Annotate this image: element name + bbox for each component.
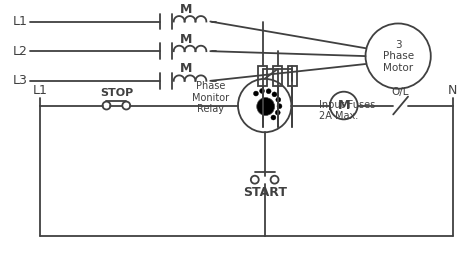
Text: N: N (448, 84, 457, 97)
Text: Phase
Monitor
Relay: Phase Monitor Relay (192, 81, 229, 114)
Circle shape (277, 104, 282, 109)
Text: L1: L1 (13, 15, 27, 28)
Circle shape (272, 92, 277, 97)
Text: M: M (180, 33, 192, 46)
Bar (288, 66, 297, 86)
Text: STOP: STOP (100, 88, 133, 98)
Circle shape (260, 89, 264, 94)
Circle shape (266, 89, 271, 94)
Text: 3
Phase
Motor: 3 Phase Motor (383, 40, 414, 73)
Text: L2: L2 (13, 45, 27, 58)
Circle shape (276, 97, 281, 102)
Text: O/L: O/L (392, 87, 410, 97)
Text: M: M (337, 99, 350, 112)
Circle shape (275, 110, 280, 115)
Text: START: START (243, 186, 287, 199)
Text: Input Fuses
2A Max.: Input Fuses 2A Max. (319, 100, 375, 121)
Text: L1: L1 (33, 84, 48, 97)
Text: M: M (180, 3, 192, 16)
Bar (273, 66, 282, 86)
Circle shape (257, 98, 274, 116)
Text: L3: L3 (13, 74, 27, 87)
Bar (258, 66, 267, 86)
Circle shape (254, 91, 258, 96)
Circle shape (271, 115, 276, 120)
Text: M: M (180, 62, 192, 75)
